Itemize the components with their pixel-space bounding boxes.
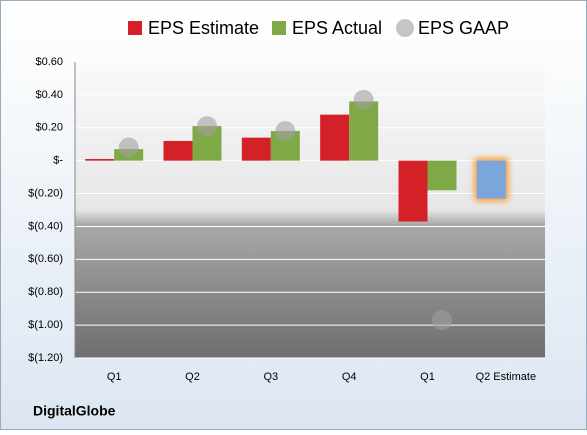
bar	[85, 159, 115, 161]
legend-label: EPS GAAP	[418, 18, 509, 38]
y-tick-label: $(0.80)	[28, 286, 63, 298]
bar	[163, 140, 193, 161]
bar	[398, 160, 428, 222]
x-tick-label: Q3	[263, 371, 278, 383]
y-tick-label: $(0.40)	[28, 220, 63, 232]
bar	[476, 160, 506, 199]
x-tick-label: Q4	[342, 371, 357, 383]
bar	[320, 114, 350, 161]
x-tick-label: Q2	[185, 371, 200, 383]
plot-area	[75, 62, 545, 358]
bar	[427, 160, 457, 191]
legend-label: EPS Estimate	[148, 18, 259, 38]
legend-marker	[396, 19, 414, 37]
x-tick-label: Q1	[420, 371, 435, 383]
y-tick-label: $0.40	[35, 89, 63, 101]
bar	[349, 101, 379, 161]
bar	[241, 137, 271, 161]
x-tick-label: Q2 Estimate	[476, 371, 537, 383]
legend-label: EPS Actual	[292, 18, 382, 38]
gaap-marker	[353, 89, 374, 110]
y-tick-label: $(0.60)	[28, 253, 63, 265]
y-tick-label: $0.60	[35, 56, 63, 68]
gaap-marker	[197, 116, 217, 137]
gaap-marker	[118, 137, 139, 158]
legend-marker	[128, 21, 142, 35]
gaap-marker	[275, 121, 296, 142]
y-tick-label: $-	[53, 155, 63, 167]
x-tick-label: Q1	[107, 371, 122, 383]
footer: DigitalGlobe	[33, 403, 116, 419]
gaap-marker	[432, 310, 452, 331]
y-tick-label: $(1.00)	[28, 319, 63, 331]
legend-marker	[272, 21, 286, 35]
y-tick-label: $0.20	[35, 122, 63, 134]
y-tick-label: $(0.20)	[28, 187, 63, 199]
y-tick-label: $(1.20)	[28, 352, 63, 364]
